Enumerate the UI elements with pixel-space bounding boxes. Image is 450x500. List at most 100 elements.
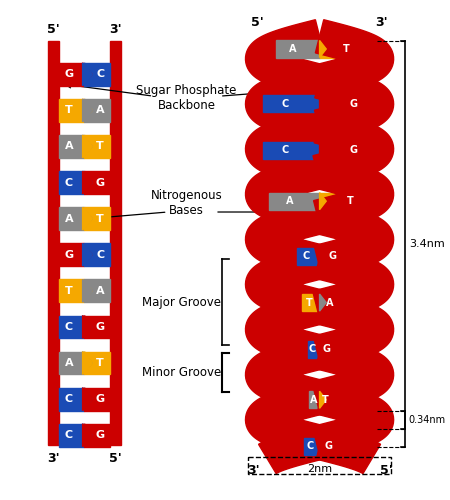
Bar — [85, 135, 110, 158]
Polygon shape — [246, 155, 325, 234]
Text: C: C — [96, 70, 104, 80]
Polygon shape — [320, 40, 326, 58]
Text: 5': 5' — [47, 24, 60, 36]
Text: C: C — [306, 442, 314, 452]
Polygon shape — [259, 426, 323, 474]
Bar — [320, 340, 332, 357]
Bar — [59, 135, 85, 158]
Text: G: G — [64, 250, 73, 260]
Bar — [110, 41, 121, 444]
Polygon shape — [320, 391, 326, 408]
Bar — [85, 244, 110, 266]
Text: C: C — [302, 251, 310, 261]
Bar — [59, 280, 85, 302]
Polygon shape — [83, 135, 92, 158]
Polygon shape — [320, 192, 326, 210]
Text: A: A — [286, 196, 293, 206]
Polygon shape — [83, 208, 92, 230]
Text: G: G — [329, 251, 337, 261]
Text: 3': 3' — [109, 24, 122, 36]
Polygon shape — [83, 171, 92, 194]
Text: T: T — [96, 358, 104, 368]
Polygon shape — [246, 64, 324, 144]
Text: T: T — [96, 214, 104, 224]
Bar — [310, 391, 320, 408]
Polygon shape — [320, 438, 326, 455]
Polygon shape — [83, 63, 92, 86]
Polygon shape — [312, 336, 394, 414]
Bar — [320, 391, 330, 408]
Text: C: C — [282, 146, 289, 156]
Polygon shape — [320, 96, 326, 112]
Text: C: C — [96, 250, 104, 260]
Text: G: G — [323, 344, 331, 354]
Text: C: C — [65, 394, 73, 404]
Bar — [320, 96, 377, 112]
Bar — [85, 424, 110, 446]
Text: A: A — [96, 106, 104, 116]
Text: 5': 5' — [109, 452, 122, 466]
Text: A: A — [96, 286, 104, 296]
Bar — [320, 294, 337, 311]
Text: G: G — [350, 146, 358, 156]
Bar — [308, 340, 320, 357]
Polygon shape — [83, 424, 92, 446]
Bar — [59, 208, 85, 230]
Text: A: A — [326, 298, 333, 308]
Bar — [263, 142, 320, 159]
Text: C: C — [65, 430, 73, 440]
Bar — [85, 99, 110, 122]
Polygon shape — [314, 155, 394, 234]
Text: G: G — [95, 430, 105, 440]
Bar — [59, 316, 85, 338]
Polygon shape — [246, 290, 326, 369]
Text: G: G — [64, 70, 73, 80]
Polygon shape — [85, 244, 92, 266]
Bar — [85, 352, 110, 374]
Polygon shape — [83, 316, 92, 338]
Polygon shape — [85, 171, 92, 194]
Polygon shape — [320, 340, 326, 357]
Polygon shape — [83, 388, 92, 410]
Polygon shape — [246, 245, 326, 324]
Text: T: T — [96, 142, 104, 152]
Text: A: A — [65, 358, 73, 368]
Bar — [297, 248, 320, 264]
Polygon shape — [320, 294, 326, 311]
Text: 3': 3' — [47, 452, 60, 466]
Polygon shape — [83, 171, 92, 194]
Text: G: G — [95, 394, 105, 404]
Bar — [85, 63, 110, 86]
Bar — [85, 208, 110, 230]
Polygon shape — [83, 388, 92, 410]
Bar — [48, 41, 59, 444]
Polygon shape — [246, 20, 325, 98]
Polygon shape — [83, 244, 92, 266]
Bar — [59, 388, 85, 410]
Text: G: G — [325, 442, 333, 452]
Polygon shape — [316, 426, 381, 474]
Text: 5': 5' — [252, 16, 264, 28]
Polygon shape — [85, 424, 92, 446]
Text: A: A — [289, 44, 297, 54]
Text: A: A — [310, 395, 317, 405]
Polygon shape — [246, 336, 327, 414]
Polygon shape — [85, 352, 92, 374]
Text: A: A — [65, 214, 73, 224]
Polygon shape — [85, 316, 92, 338]
Text: T: T — [342, 44, 349, 54]
Polygon shape — [320, 248, 326, 264]
Polygon shape — [83, 424, 92, 446]
Polygon shape — [85, 63, 92, 86]
Bar — [59, 424, 85, 446]
Polygon shape — [83, 352, 92, 374]
Text: Nitrogenous
Bases: Nitrogenous Bases — [151, 188, 222, 216]
Bar — [262, 96, 319, 112]
Polygon shape — [246, 110, 326, 189]
Polygon shape — [246, 381, 327, 460]
Polygon shape — [83, 316, 92, 338]
Polygon shape — [246, 200, 325, 278]
Text: 3.4nm: 3.4nm — [409, 239, 445, 249]
Bar — [59, 171, 85, 194]
Polygon shape — [83, 280, 92, 302]
